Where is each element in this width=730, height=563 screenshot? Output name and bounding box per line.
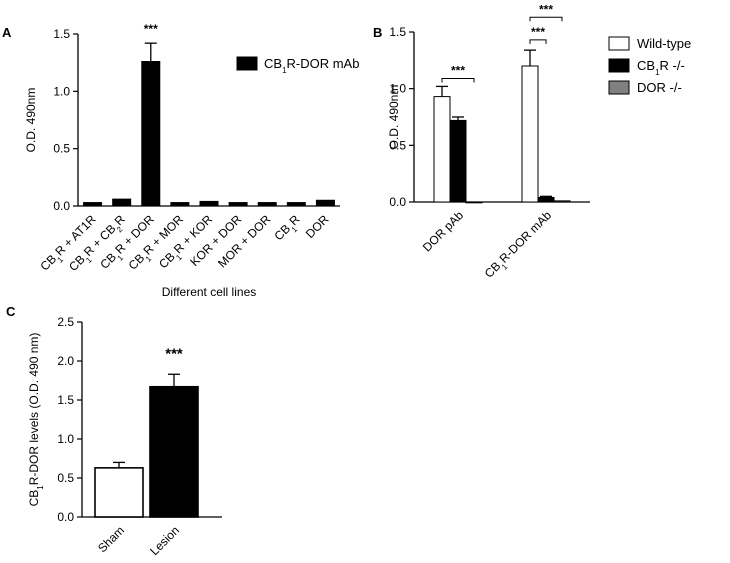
- panel-b-significance: ***: [531, 25, 545, 39]
- panel-c-y-tick-label: 0.0: [57, 510, 74, 524]
- panel-b-significance: ***: [539, 2, 553, 16]
- panel-a-y-tick-label: 1.0: [53, 84, 70, 98]
- panel-a-bar: [83, 202, 103, 207]
- panel-b-y-tick-label: 0.0: [389, 195, 406, 209]
- panel-c-chart: C 0.0 0.5 1.0 1.5 2.0 2.5 CB1R-DOR levels (O.D…: [6, 304, 222, 558]
- panel-b-y-tick-label: 1.5: [389, 25, 406, 39]
- panel-c-y-tick-label: 1.5: [57, 393, 74, 407]
- panel-a-bar: [257, 202, 277, 207]
- panel-a-bar: [112, 198, 132, 207]
- panel-b-legend-swatch: [608, 36, 630, 51]
- panel-b-bar: [465, 201, 483, 204]
- panel-c-y-tick-label: 2.5: [57, 315, 74, 329]
- panel-c-category-label: Lesion: [147, 523, 182, 558]
- panel-c-letter: C: [6, 304, 16, 319]
- panel-a-y-tick-label: 1.5: [53, 27, 70, 41]
- panel-a-bar: [286, 202, 306, 207]
- panel-b-legend-label: CB1R -/-: [637, 58, 685, 77]
- panel-b-bar: [537, 196, 555, 203]
- panel-b-bar: [553, 200, 571, 203]
- panel-a-bar: [170, 202, 190, 207]
- panel-a-category-label: CB1R: [271, 212, 305, 246]
- panel-a-y-tick-label: 0.5: [53, 142, 70, 156]
- panel-b-category-label: DOR pAb: [420, 208, 466, 254]
- panel-a-letter: A: [2, 25, 12, 40]
- panel-c-y-tick-label: 2.0: [57, 354, 74, 368]
- panel-a-significance: ***: [144, 22, 158, 36]
- panel-b-y-tick-label: 1.0: [389, 82, 406, 96]
- panel-b-legend-label: Wild-type: [637, 36, 691, 51]
- panel-b-letter: B: [373, 25, 382, 40]
- panel-b-bar: [521, 65, 539, 203]
- panel-b-significance-bracket: [441, 77, 475, 83]
- panel-b-legend-swatch: [608, 58, 630, 73]
- panel-b-significance-bracket: [529, 39, 547, 44]
- panel-b-y-axis-label: O.D. 490nm: [387, 85, 401, 150]
- panel-c-bar: [149, 385, 199, 518]
- panel-b-category-label: CB1R-DOR mAb: [482, 208, 557, 283]
- panel-b-legend-swatch: [608, 80, 630, 95]
- panel-a-bar: [199, 200, 219, 207]
- panel-a-legend-label: CB1R-DOR mAb: [264, 56, 359, 75]
- panel-b-bar: [433, 96, 451, 203]
- panel-a-y-axis-label: O.D. 490nm: [24, 88, 38, 153]
- panel-c-y-tick-label: 1.0: [57, 432, 74, 446]
- panel-a-bar: [141, 61, 161, 207]
- panel-b-bar: [449, 119, 467, 203]
- panel-b-legend-label: DOR -/-: [637, 80, 682, 95]
- panel-c-y-axis-label: CB1R-DOR levels (O.D. 490 nm): [27, 333, 45, 507]
- panel-b-significance: ***: [451, 63, 465, 77]
- panel-b-significance-bracket: [529, 16, 563, 22]
- panel-b-chart: B 0.0 0.5 1.0 1.5 O.D. 490nm DOR pAb CB1R-DOR …: [373, 2, 691, 283]
- panel-c-significance: ***: [165, 345, 183, 362]
- panel-c-bar: [94, 467, 144, 518]
- panel-a-y-tick-label: 0.0: [53, 199, 70, 213]
- panel-a-x-axis-label: Different cell lines: [162, 285, 257, 299]
- panel-b-y-tick-label: 0.5: [389, 138, 406, 152]
- panel-a-category-label: DOR: [303, 212, 332, 241]
- panel-c-y-tick-label: 0.5: [57, 471, 74, 485]
- panel-c-category-label: Sham: [95, 523, 127, 555]
- panel-a-legend-swatch: [236, 56, 258, 71]
- panel-a-bar: [228, 202, 248, 207]
- panel-a-bar: [315, 199, 335, 207]
